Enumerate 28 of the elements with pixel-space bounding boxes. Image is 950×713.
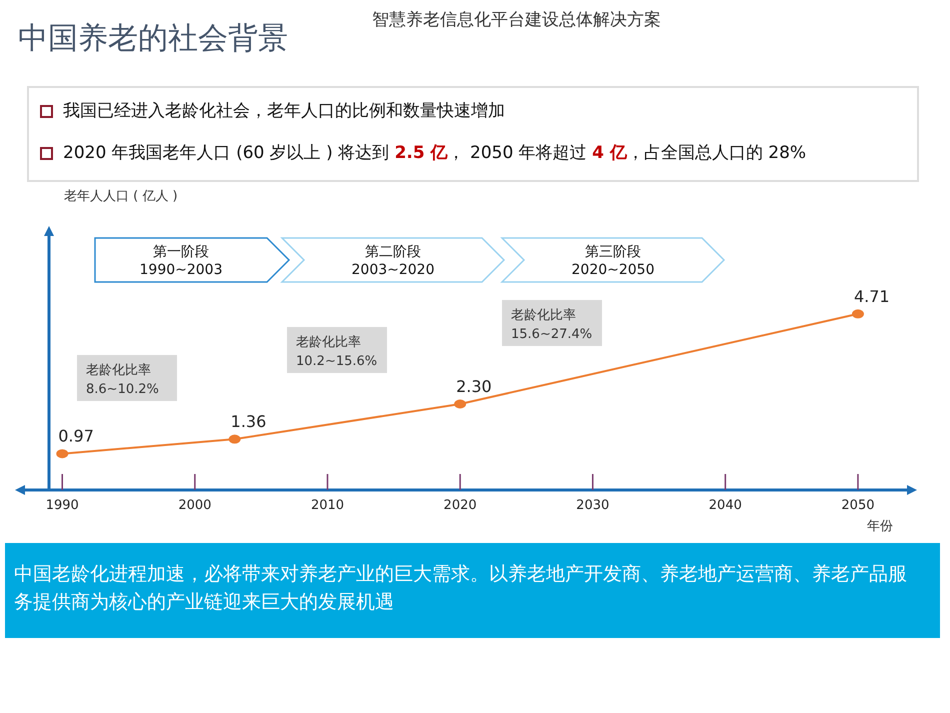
x-tick-label: 2020: [444, 498, 477, 513]
y-axis-title: 老年人人口 ( 亿人 ): [64, 189, 178, 204]
point: [454, 400, 466, 408]
annotation: 第三阶段 2020~2050: [572, 244, 654, 278]
point: [852, 309, 864, 318]
data-label: 4.71: [854, 286, 890, 306]
point: [228, 434, 241, 444]
data-label: 1.36: [230, 412, 266, 432]
text: 2020 年我国老年人口 (60 岁以上 ) 将达到 2.5 亿， 2050 年将超过 4 亿，占全国总人口的 28%: [63, 143, 806, 163]
x-tick-label: 2000: [178, 498, 212, 513]
x-tick-label: 2010: [310, 498, 344, 513]
annotation: 老龄化比率 15.6~27.4%: [511, 307, 592, 342]
data-label: 0.97: [58, 426, 94, 446]
annotation: 老龄化比率 8.6~10.2%: [86, 362, 159, 397]
annotation: 第二阶段 2003~2020: [352, 244, 434, 278]
x-tick-label: 2050: [841, 498, 874, 513]
annotation: 第一阶段 1990~2003: [140, 244, 222, 278]
x-tick-label: 1990: [46, 498, 79, 513]
chart-subtitle: 智慧养老信息化平台建设总体解决方案: [372, 9, 661, 31]
annotation: 老龄化比率 10.2~15.6%: [296, 334, 378, 369]
chart-title: 中国养老的社会背景: [18, 20, 288, 58]
text: 中国老龄化进程加速，必将带来对养老产业的巨大需求。以养老地产开发商、养老地产运营商、养老产品服务提供商为核心的产业链迎来巨大的发展机遇: [14, 562, 908, 615]
text: 我国已经进入老龄化社会，老年人口的比例和数量快速增加: [63, 101, 505, 121]
x-tick-label: 2030: [576, 498, 610, 513]
x-axis-title: 年份: [867, 519, 893, 534]
point: [56, 449, 68, 458]
x-tick-label: 2040: [708, 498, 742, 513]
data-label: 2.30: [456, 377, 492, 396]
